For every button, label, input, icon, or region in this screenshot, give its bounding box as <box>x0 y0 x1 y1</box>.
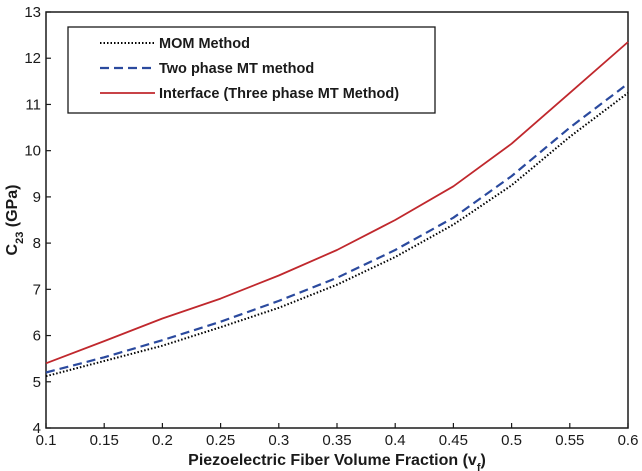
y-tick-label: 9 <box>33 189 41 206</box>
series-line-1 <box>45 92 629 378</box>
y-tick-label: 4 <box>33 420 41 437</box>
x-tick-label: 0.45 <box>439 432 468 449</box>
y-tick-label: 12 <box>24 50 41 67</box>
legend-label: Interface (Three phase MT Method) <box>159 86 399 102</box>
legend-label: Two phase MT method <box>159 61 314 77</box>
x-tick-label: 0.1 <box>36 432 57 449</box>
y-axis-label-subscript: 23 <box>14 232 26 244</box>
y-tick-label: 6 <box>33 328 41 345</box>
x-tick-label: 0.2 <box>152 432 173 449</box>
x-tick-label: 0.4 <box>385 432 406 449</box>
legend: MOM Method Two phase MT method Interface (… <box>67 26 436 114</box>
y-tick-label: 10 <box>24 143 41 160</box>
series-lines <box>45 41 629 378</box>
series-line-3 <box>45 41 629 365</box>
x-tick-label: 0.25 <box>206 432 235 449</box>
x-tick-label: 0.55 <box>555 432 584 449</box>
x-axis-label-subscript: f <box>477 462 481 471</box>
y-tick-label: 8 <box>33 235 41 252</box>
x-axis-label: Piezoelectric Fiber Volume Fraction (vf) <box>188 452 486 471</box>
y-tick-label: 7 <box>33 281 41 298</box>
x-tick-label: 0.5 <box>501 432 522 449</box>
x-tick-label: 0.6 <box>618 432 639 449</box>
legend-label: MOM Method <box>159 36 250 52</box>
y-tick-label: 13 <box>24 4 41 21</box>
legend-box <box>67 26 436 114</box>
x-tick-label: 0.15 <box>90 432 119 449</box>
series-line-2 <box>45 82 629 374</box>
y-tick-label: 5 <box>33 374 41 391</box>
axis-ticks: 0.1 0.15 0.2 0.25 0.3 0.35 0.4 0.45 0.5 0.55 0.6 4 5… <box>24 4 638 449</box>
x-tick-label: 0.3 <box>268 432 289 449</box>
x-tick-label: 0.35 <box>322 432 351 449</box>
y-axis-label: C23 (GPa) <box>4 185 26 256</box>
y-tick-label: 11 <box>25 96 41 113</box>
